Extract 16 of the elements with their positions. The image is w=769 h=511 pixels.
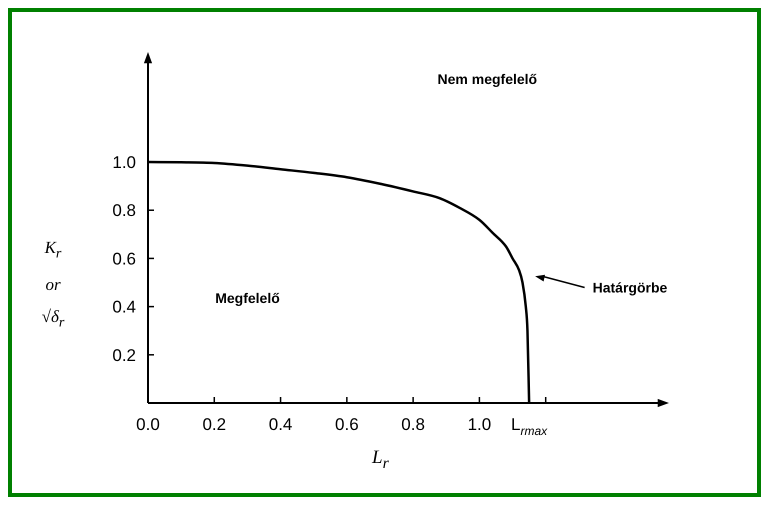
y-tick-label: 0.6	[112, 249, 136, 268]
annotation: Megfelelő	[215, 290, 280, 306]
x-axis-title: L$_{r}$	[372, 447, 389, 473]
x-tick-label: 0.0	[136, 415, 160, 434]
y-tick-label: 1.0	[112, 153, 136, 172]
x-tick-label: 1.0	[468, 415, 492, 434]
annotation: Nem megfelelő	[438, 71, 538, 88]
y-tick-label: 0.8	[112, 201, 136, 220]
x-tick-label: 0.8	[401, 415, 425, 434]
y-tick-label: 0.4	[112, 298, 136, 317]
x-tick-label: 0.6	[335, 415, 359, 434]
y-axis-title: K$_{r}$ or √δ$_{r}$	[40, 237, 66, 333]
annotation: Határgörbe	[592, 279, 668, 296]
y-tick-label: 0.2	[112, 346, 136, 365]
x-tick-label: 0.4	[268, 415, 292, 434]
x-tick-label: 0.2	[202, 415, 226, 434]
